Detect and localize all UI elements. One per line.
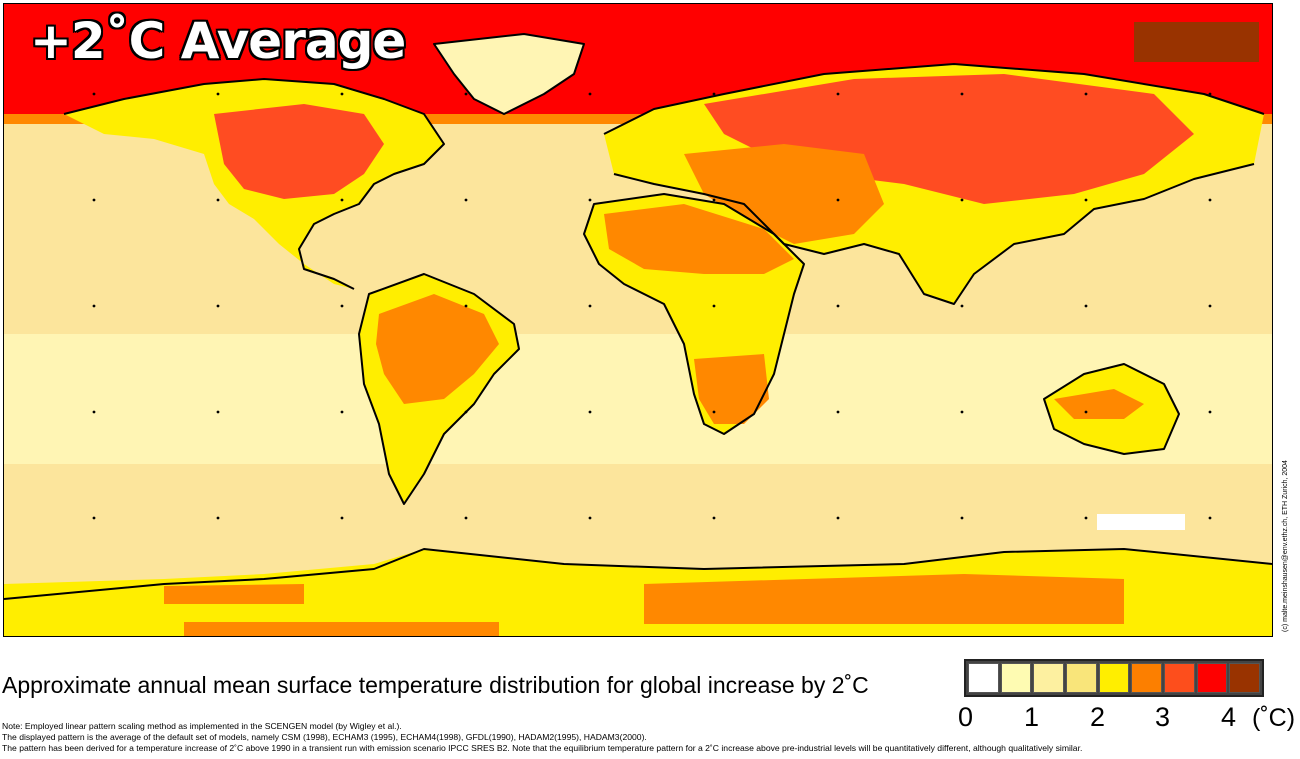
grid-dot xyxy=(216,516,220,520)
grid-dot xyxy=(464,304,468,308)
grid-dot xyxy=(340,92,344,96)
grid-dot xyxy=(1208,304,1212,308)
grid-dot xyxy=(92,410,96,414)
temperature-map xyxy=(4,4,1272,636)
coastline-africa xyxy=(583,193,805,435)
region-greenland xyxy=(434,34,584,114)
grid-dot xyxy=(712,198,716,202)
region-australia-warm xyxy=(1054,389,1144,419)
grid-dot xyxy=(712,304,716,308)
notes-block: Note: Employed linear pattern scaling me… xyxy=(2,721,1298,754)
legend-swatch xyxy=(1066,663,1097,693)
grid-dot xyxy=(1084,304,1088,308)
color-legend xyxy=(964,659,1264,697)
grid-dot xyxy=(1208,198,1212,202)
region-antarctic-warm xyxy=(164,574,1124,636)
grid-dot xyxy=(960,198,964,202)
grid-dot xyxy=(92,304,96,308)
grid-dot xyxy=(340,410,344,414)
coastline-eurasia xyxy=(603,63,1265,305)
grid-dot xyxy=(1084,516,1088,520)
copyright-credit: (c) malte.meinshausen@env.ethz.ch, ETH Z… xyxy=(1282,460,1289,632)
grid-dot xyxy=(1084,92,1088,96)
grid-dot xyxy=(340,516,344,520)
legend-unit: (˚C) xyxy=(1252,704,1296,732)
legend-swatch xyxy=(1164,663,1195,693)
legend-swatch xyxy=(1033,663,1065,693)
region-pale-patch xyxy=(1097,514,1185,530)
grid-dot xyxy=(464,410,468,414)
region-amazon xyxy=(376,294,499,404)
grid-dot xyxy=(340,198,344,202)
grid-dot xyxy=(960,92,964,96)
legend-tick: 0 xyxy=(958,702,974,732)
region-southern-africa xyxy=(694,354,769,424)
grid-dot xyxy=(1208,92,1212,96)
grid-dot xyxy=(836,304,840,308)
coastline-antarctica xyxy=(4,548,1272,600)
grid-dot xyxy=(92,516,96,520)
note-line: The displayed pattern is the average of … xyxy=(2,732,647,742)
coastline-australia xyxy=(1043,363,1180,455)
grid-dot xyxy=(712,516,716,520)
grid-dot xyxy=(92,92,96,96)
region-north-america-interior xyxy=(214,104,384,199)
map-panel: +2˚C Average xyxy=(3,3,1273,637)
legend-tick: 3 xyxy=(1155,702,1171,732)
grid-dot xyxy=(1208,516,1212,520)
legend-tick: 4 xyxy=(1221,702,1237,732)
coastline-south-america xyxy=(358,273,520,505)
grid-dot xyxy=(340,304,344,308)
grid-dot xyxy=(960,304,964,308)
grid-dot xyxy=(588,410,592,414)
grid-dot xyxy=(836,410,840,414)
note-line: Note: Employed linear pattern scaling me… xyxy=(2,721,402,731)
legend-swatch xyxy=(1196,663,1228,693)
legend-tick: 2 xyxy=(1090,702,1106,732)
legend-swatch xyxy=(968,663,999,693)
grid-dot xyxy=(1208,410,1212,414)
grid-dot xyxy=(464,516,468,520)
grid-dot xyxy=(464,198,468,202)
grid-dot xyxy=(836,92,840,96)
note-line: The pattern has been derived for a tempe… xyxy=(2,743,1083,753)
grid-dot xyxy=(216,92,220,96)
grid-dots xyxy=(92,92,1212,520)
grid-dot xyxy=(960,516,964,520)
grid-dot xyxy=(588,304,592,308)
grid-dot xyxy=(588,92,592,96)
legend-swatch xyxy=(1000,663,1032,693)
grid-dot xyxy=(588,516,592,520)
grid-dot xyxy=(1084,198,1088,202)
legend-swatch xyxy=(1131,663,1163,693)
legend-swatch xyxy=(1229,663,1261,693)
grid-dot xyxy=(92,198,96,202)
legend-swatch xyxy=(1098,663,1130,693)
legend-tick: 1 xyxy=(1024,702,1040,732)
grid-dot xyxy=(588,198,592,202)
band-antarctic-yellow xyxy=(4,474,1272,554)
grid-dot xyxy=(712,92,716,96)
grid-dot xyxy=(464,92,468,96)
coastline-north-america xyxy=(63,78,445,290)
region-central-asia xyxy=(684,144,884,244)
region-sahara xyxy=(604,204,794,274)
coastline-greenland xyxy=(433,33,585,115)
region-hottest xyxy=(1134,22,1259,62)
grid-dot xyxy=(712,410,716,414)
grid-dot xyxy=(216,410,220,414)
grid-dot xyxy=(216,304,220,308)
grid-dot xyxy=(836,516,840,520)
grid-dot xyxy=(1084,410,1088,414)
grid-dot xyxy=(836,198,840,202)
grid-dot xyxy=(960,410,964,414)
map-caption: Approximate annual mean surface temperat… xyxy=(2,672,869,698)
grid-dot xyxy=(216,198,220,202)
map-title: +2˚C Average xyxy=(30,12,406,70)
